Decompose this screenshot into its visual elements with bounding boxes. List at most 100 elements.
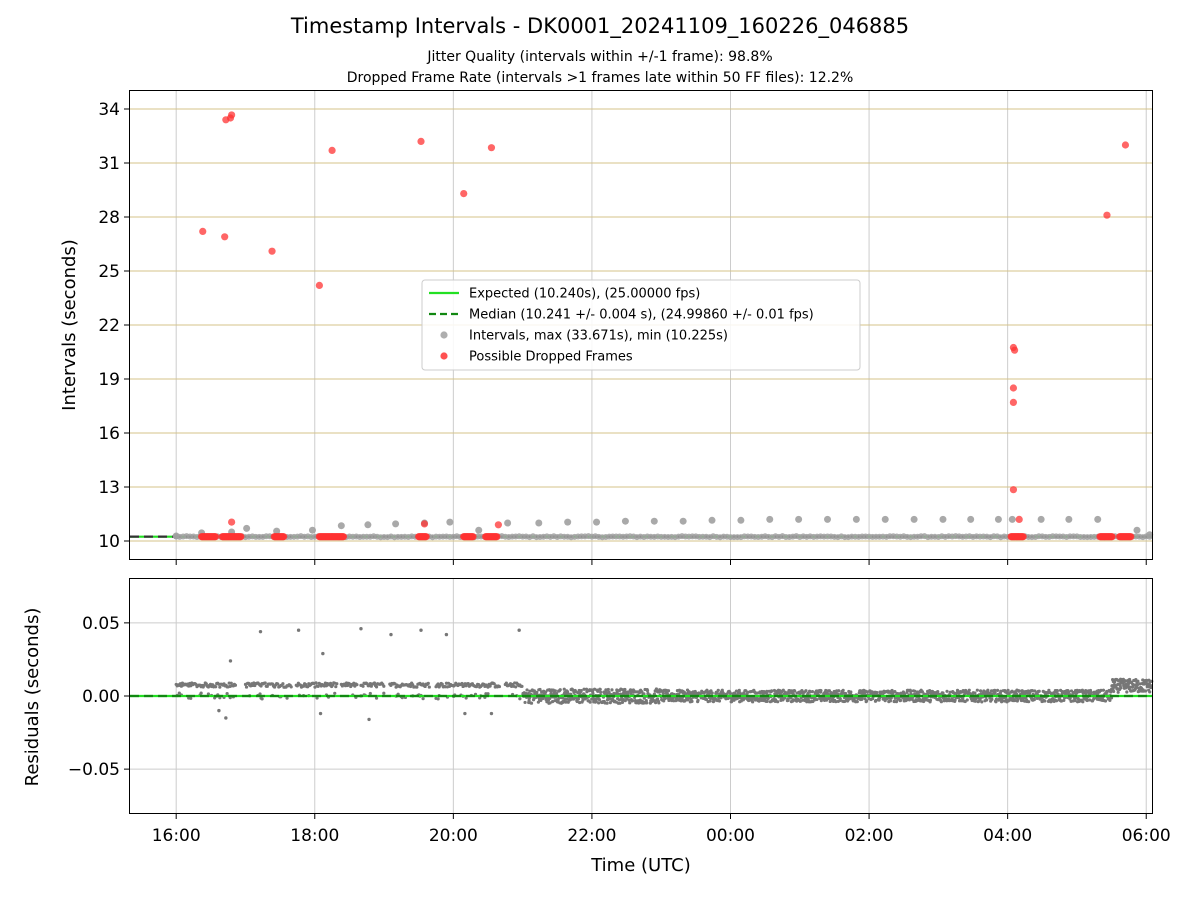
residual-point <box>464 696 468 700</box>
residual-point <box>1142 682 1147 686</box>
residual-point <box>1108 698 1112 702</box>
residual-point <box>575 699 579 704</box>
residual-point <box>1088 698 1092 702</box>
residuals-y-tick-label: −0.05 <box>68 760 120 780</box>
dropped-frame-point <box>493 533 501 541</box>
x-tick-label: 06:00 <box>1122 826 1171 846</box>
residual-point <box>812 698 817 702</box>
residual-outlier-point <box>359 627 363 631</box>
residual-point <box>837 689 841 693</box>
residual-point <box>604 689 608 694</box>
residual-point <box>199 691 203 695</box>
dropped-frame-point <box>1010 346 1019 354</box>
residual-point <box>815 697 819 702</box>
chart-subtitle-jitter: Jitter Quality (intervals within +/-1 fr… <box>427 49 773 65</box>
intervals-y-tick-label: 34 <box>98 100 120 120</box>
residual-point <box>289 685 293 689</box>
residual-point <box>423 684 427 689</box>
residual-point <box>642 692 646 696</box>
residual-point <box>858 689 862 693</box>
residual-point <box>838 697 842 701</box>
residual-point <box>1109 696 1114 700</box>
interval-point <box>1094 515 1102 523</box>
residual-point <box>978 689 983 693</box>
interval-point <box>564 518 572 526</box>
residual-point <box>1014 692 1019 696</box>
residual-point <box>528 689 532 693</box>
residual-point <box>315 696 319 700</box>
interval-point <box>910 515 918 523</box>
interval-point <box>766 515 774 523</box>
residual-point <box>518 697 522 701</box>
interval-point <box>679 517 687 525</box>
residual-point <box>637 701 641 705</box>
intervals-y-tick-label: 10 <box>98 532 120 552</box>
residual-point <box>1054 699 1059 703</box>
residual-point <box>285 696 289 700</box>
residual-point <box>374 696 379 700</box>
residual-point <box>538 687 542 692</box>
x-tick-label: 00:00 <box>706 826 755 846</box>
residual-outlier-point <box>463 711 467 716</box>
residual-point <box>550 700 555 704</box>
residual-point <box>592 687 597 691</box>
intervals-axes: 10 13 16 19 22 25 28 31 34 <box>98 100 1147 565</box>
residual-point <box>665 692 669 696</box>
residual-point <box>258 692 262 696</box>
interval-point <box>994 515 1002 523</box>
residual-point <box>440 682 444 686</box>
residual-point <box>645 689 650 693</box>
interval-point <box>939 515 947 523</box>
residual-point <box>525 688 529 692</box>
residual-point <box>755 691 760 695</box>
residual-point <box>596 689 600 693</box>
residual-point <box>566 691 570 695</box>
residual-point <box>526 691 530 696</box>
residual-point <box>584 687 589 691</box>
residual-point <box>225 692 229 696</box>
residual-point <box>875 690 879 695</box>
residual-point <box>1084 691 1088 696</box>
x-axis-label: Time (UTC) <box>590 855 691 876</box>
intervals-grid <box>130 91 1152 559</box>
residual-point <box>594 699 598 703</box>
x-tick-label: 02:00 <box>845 826 894 846</box>
interval-point <box>650 517 658 525</box>
residual-point <box>301 684 306 688</box>
dropped-frame-point <box>1009 384 1018 392</box>
residual-point <box>948 690 952 694</box>
residual-point <box>973 691 977 695</box>
residual-point <box>554 691 559 696</box>
residual-point <box>426 681 430 685</box>
intervals-y-tick-label: 28 <box>98 208 120 228</box>
residual-point <box>1027 700 1031 704</box>
residual-outlier-point <box>419 628 423 632</box>
residual-point <box>335 682 339 686</box>
residual-point <box>781 688 785 692</box>
residual-point <box>824 688 828 693</box>
residual-point <box>415 685 419 689</box>
chart-title: Timestamp Intervals - DK0001_20241109_16… <box>290 14 910 38</box>
interval-point <box>967 515 975 523</box>
residual-point <box>630 698 635 703</box>
residual-point <box>705 688 709 692</box>
residual-point <box>1089 690 1093 695</box>
interval-point <box>337 522 345 530</box>
residual-point <box>368 691 372 696</box>
residual-point <box>1030 689 1034 693</box>
residual-point <box>1006 688 1010 692</box>
residual-point <box>913 689 917 693</box>
residual-point <box>808 690 812 694</box>
residual-point <box>218 685 222 689</box>
residual-point <box>690 699 694 704</box>
interval-point <box>172 532 180 540</box>
residual-point <box>615 689 619 694</box>
residual-point <box>564 700 568 704</box>
residual-point <box>765 689 769 693</box>
residual-point <box>527 698 531 702</box>
interval-point <box>392 520 400 528</box>
residual-point <box>1013 698 1017 703</box>
dropped-frame-point <box>420 520 429 528</box>
intervals-y-tick-label: 16 <box>98 424 120 444</box>
